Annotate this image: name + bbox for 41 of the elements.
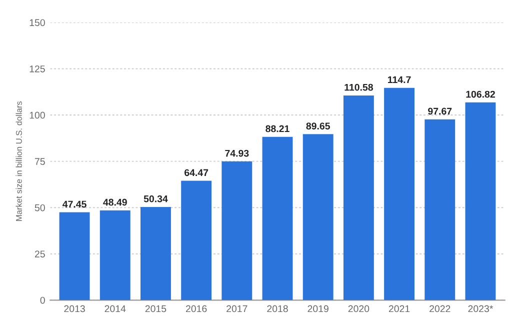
data-label: 74.93 [225,150,249,157]
data-label: 47.45 [62,200,86,208]
y-tick-label: 125 [30,65,45,72]
y-tick-label: 50 [34,204,45,212]
x-tick-label: 2019 [308,305,328,312]
data-label: 97.67 [428,108,452,115]
bar [465,102,496,300]
data-label: 88.21 [266,125,290,132]
bar [100,210,130,300]
data-label: 110.58 [344,84,373,91]
x-tick-label: 2015 [145,305,166,312]
bar [262,136,293,300]
bar [343,95,374,300]
x-tick-label: 2016 [186,305,207,312]
bar [181,180,212,300]
x-tick-label: 2021 [388,305,410,312]
x-tick-label: 2014 [104,305,126,312]
x-tick-label: 2022 [430,305,450,312]
y-tick-label: 100 [30,112,45,119]
bar [424,119,456,300]
data-label: 106.82 [466,90,495,98]
bar [59,212,90,300]
y-tick-label: 25 [34,250,45,258]
x-tick-label: 2013 [64,305,85,312]
x-tick-label: 2018 [267,305,288,312]
bar [222,161,252,300]
data-label: 64.47 [184,169,208,176]
bar [140,206,171,300]
x-tick-label: 2023* [468,305,494,312]
x-tick-label: 2020 [348,305,370,312]
bar [302,134,334,300]
y-tick-label: 150 [30,19,45,26]
data-label: 89.65 [306,122,330,130]
data-label: 50.34 [144,195,168,202]
data-label: 114.7 [388,76,411,84]
x-tick-label: 2017 [226,305,248,312]
y-tick-label: 75 [35,158,45,165]
y-axis-title: Market size in billion U.S. dollars [16,101,22,221]
data-label: 48.49 [103,198,127,206]
y-tick-label: 0 [40,296,45,304]
bar [384,88,415,300]
